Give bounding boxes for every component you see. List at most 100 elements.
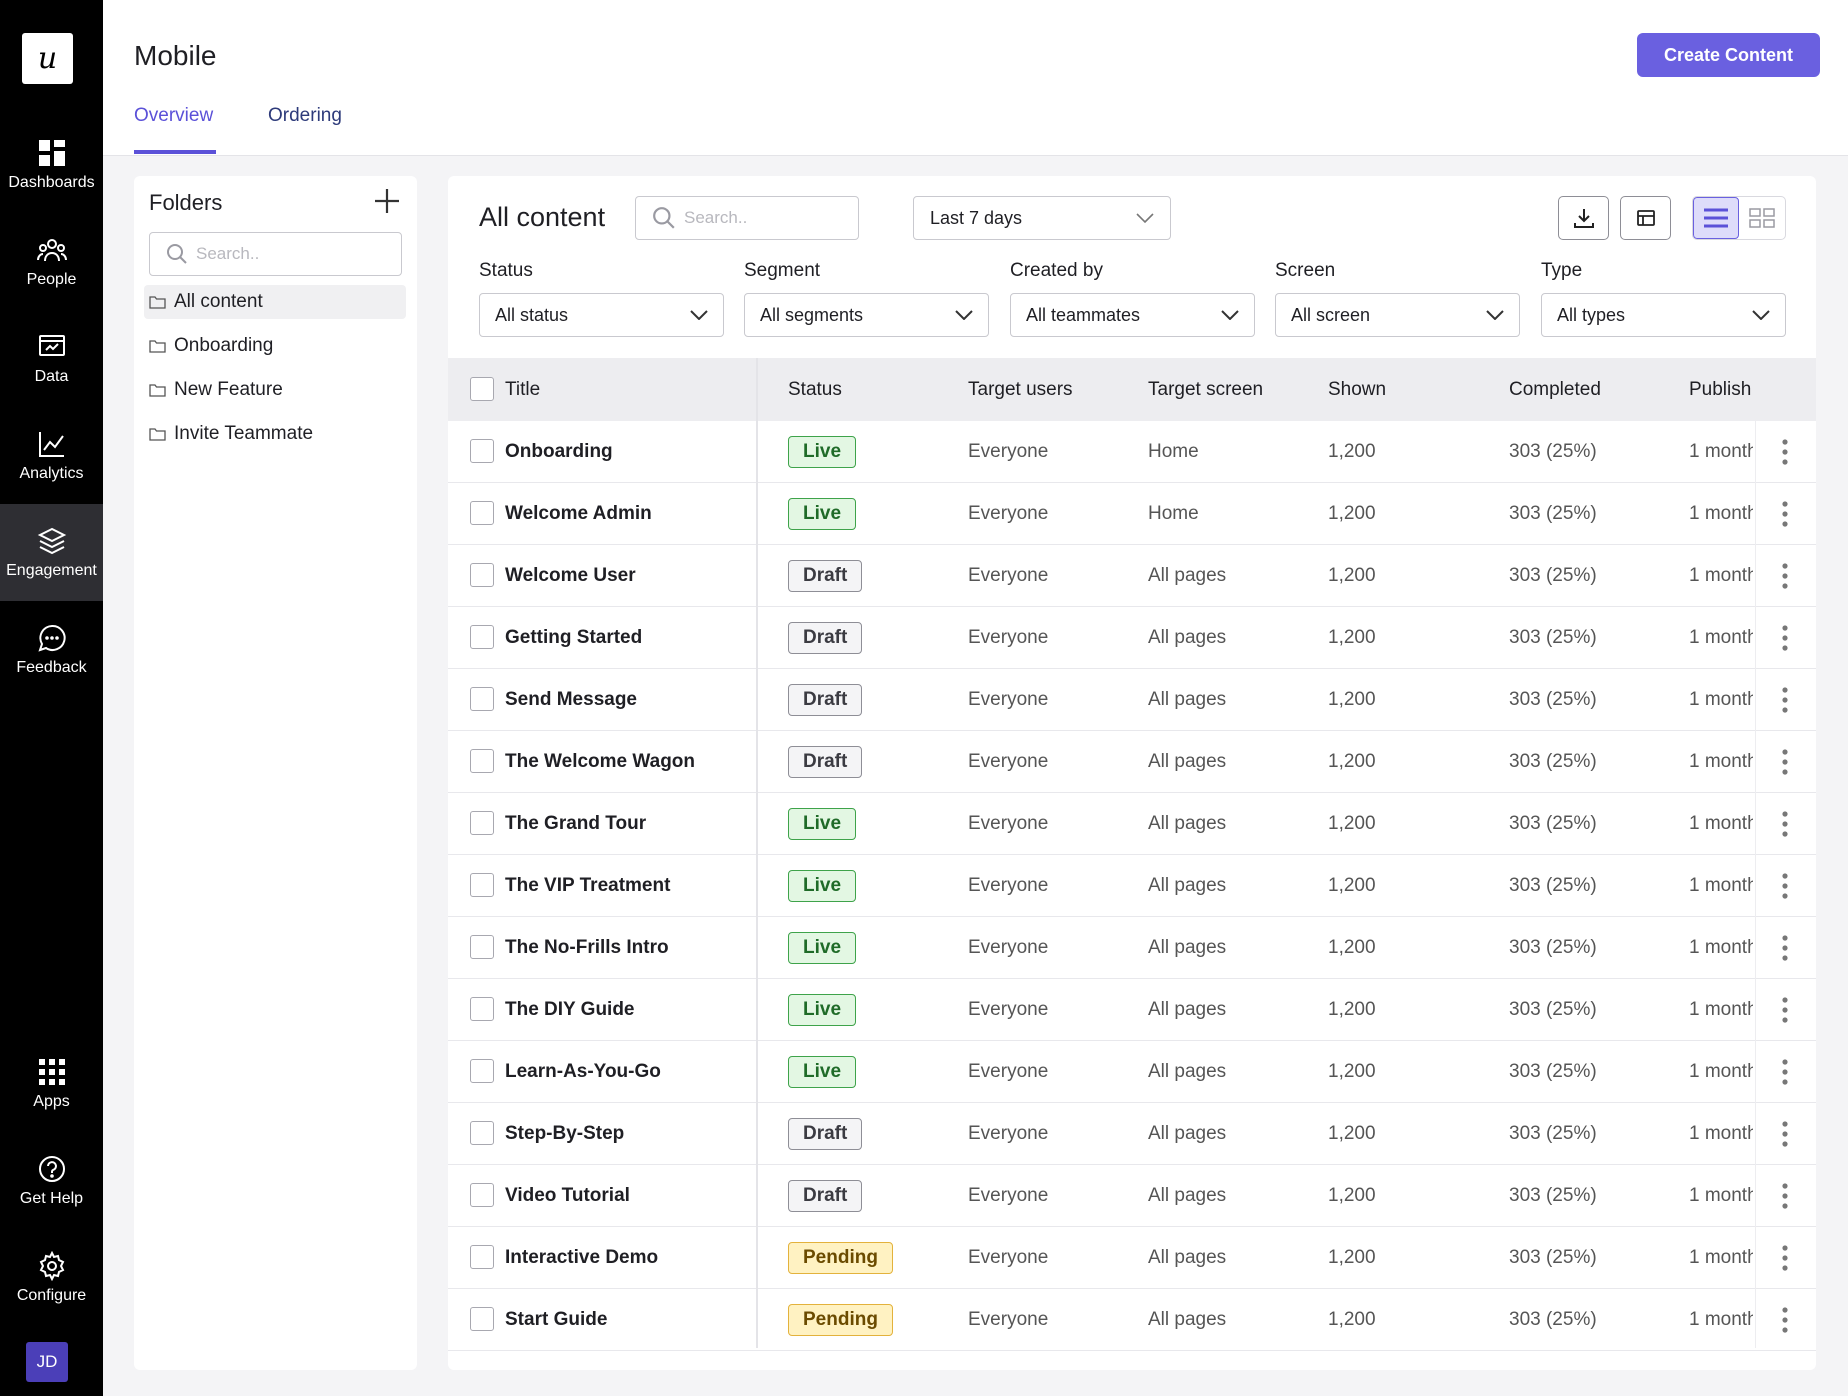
table-row[interactable]: Getting Started Draft Everyone All pages 1,2… xyxy=(448,607,1816,669)
date-range-select[interactable]: Last 7 days xyxy=(913,196,1171,240)
nav-item-get-help[interactable]: Get Help xyxy=(0,1132,103,1229)
table-row[interactable]: Welcome Admin Live Everyone Home 1,200 303 (2… xyxy=(448,483,1816,545)
table-row[interactable]: The VIP Treatment Live Everyone All pages 1,… xyxy=(448,855,1816,917)
column-header-publish[interactable]: Publish xyxy=(1689,378,1752,400)
column-header-shown[interactable]: Shown xyxy=(1328,378,1387,400)
table-row[interactable]: Step-By-Step Draft Everyone All pages 1,200 3… xyxy=(448,1103,1816,1165)
folder-item-invite-teammate[interactable]: Invite Teammate xyxy=(144,417,406,451)
row-checkbox[interactable] xyxy=(470,997,494,1021)
app-logo[interactable]: u xyxy=(22,33,73,84)
nav-item-dashboards[interactable]: Dashboards xyxy=(0,116,103,213)
table-row[interactable]: The Grand Tour Live Everyone All pages 1,200… xyxy=(448,793,1816,855)
row-title[interactable]: The No-Frills Intro xyxy=(505,936,669,958)
more-options-icon[interactable] xyxy=(1770,933,1800,963)
content-search[interactable] xyxy=(635,196,859,240)
row-checkbox[interactable] xyxy=(470,625,494,649)
add-folder-icon[interactable] xyxy=(372,186,402,216)
folder-item-new-feature[interactable]: New Feature xyxy=(144,373,406,407)
row-title[interactable]: The DIY Guide xyxy=(505,998,635,1020)
more-options-icon[interactable] xyxy=(1770,1305,1800,1335)
nav-item-configure[interactable]: Configure xyxy=(0,1229,103,1326)
more-options-icon[interactable] xyxy=(1770,623,1800,653)
row-title[interactable]: Getting Started xyxy=(505,626,643,648)
nav-item-feedback[interactable]: Feedback xyxy=(0,601,103,698)
nav-item-data[interactable]: Data xyxy=(0,310,103,407)
row-title[interactable]: Welcome Admin xyxy=(505,502,652,524)
column-header-title[interactable]: Title xyxy=(505,378,541,400)
folder-item-all-content[interactable]: All content xyxy=(144,285,406,319)
nav-item-analytics[interactable]: Analytics xyxy=(0,407,103,504)
row-title[interactable]: The Grand Tour xyxy=(505,812,647,834)
download-button[interactable] xyxy=(1558,196,1609,240)
more-options-icon[interactable] xyxy=(1770,1057,1800,1087)
created-by-filter-select[interactable]: All teammates xyxy=(1010,293,1255,337)
tab-ordering[interactable]: Ordering xyxy=(268,105,342,126)
more-options-icon[interactable] xyxy=(1770,1181,1800,1211)
nav-item-people[interactable]: People xyxy=(0,213,103,310)
columns-button[interactable] xyxy=(1620,196,1671,240)
avatar[interactable]: JD xyxy=(26,1342,68,1382)
table-row[interactable]: Start Guide Pending Everyone All pages 1,200… xyxy=(448,1289,1816,1351)
row-title[interactable]: Interactive Demo xyxy=(505,1246,659,1268)
segment-filter-select[interactable]: All segments xyxy=(744,293,989,337)
row-title[interactable]: Step-By-Step xyxy=(505,1122,625,1144)
row-title[interactable]: Send Message xyxy=(505,688,637,710)
row-title[interactable]: Learn-As-You-Go xyxy=(505,1060,661,1082)
column-header-target-screen[interactable]: Target screen xyxy=(1148,378,1264,400)
row-title[interactable]: Welcome User xyxy=(505,564,636,586)
row-checkbox[interactable] xyxy=(470,687,494,711)
row-title[interactable]: Start Guide xyxy=(505,1308,608,1330)
more-options-icon[interactable] xyxy=(1770,561,1800,591)
more-options-icon[interactable] xyxy=(1770,871,1800,901)
row-checkbox[interactable] xyxy=(470,811,494,835)
row-checkbox[interactable] xyxy=(470,1059,494,1083)
more-options-icon[interactable] xyxy=(1770,1243,1800,1273)
row-checkbox[interactable] xyxy=(470,935,494,959)
table-row[interactable]: The No-Frills Intro Live Everyone All pages… xyxy=(448,917,1816,979)
table-row[interactable]: Welcome User Draft Everyone All pages 1,200 3… xyxy=(448,545,1816,607)
more-options-icon[interactable] xyxy=(1770,809,1800,839)
row-checkbox[interactable] xyxy=(470,563,494,587)
table-row[interactable]: Onboarding Live Everyone Home 1,200 303 (25%)… xyxy=(448,421,1816,483)
type-filter-select[interactable]: All types xyxy=(1541,293,1786,337)
row-checkbox[interactable] xyxy=(470,749,494,773)
content-search-input[interactable] xyxy=(684,208,844,228)
table-row[interactable]: Video Tutorial Draft Everyone All pages 1,20… xyxy=(448,1165,1816,1227)
more-options-icon[interactable] xyxy=(1770,499,1800,529)
more-options-icon[interactable] xyxy=(1770,747,1800,777)
column-header-completed[interactable]: Completed xyxy=(1509,378,1601,400)
more-options-icon[interactable] xyxy=(1770,995,1800,1025)
row-checkbox[interactable] xyxy=(470,1307,494,1331)
screen-filter-select[interactable]: All screen xyxy=(1275,293,1520,337)
list-view-button[interactable] xyxy=(1693,197,1740,239)
row-checkbox[interactable] xyxy=(470,439,494,463)
row-title[interactable]: Video Tutorial xyxy=(505,1184,630,1206)
folder-search[interactable] xyxy=(149,232,402,276)
row-title[interactable]: Onboarding xyxy=(505,440,613,462)
row-checkbox[interactable] xyxy=(470,1121,494,1145)
table-row[interactable]: Send Message Draft Everyone All pages 1,200 3… xyxy=(448,669,1816,731)
folder-item-onboarding[interactable]: Onboarding xyxy=(144,329,406,363)
row-checkbox[interactable] xyxy=(470,873,494,897)
table-row[interactable]: The Welcome Wagon Draft Everyone All pages 1… xyxy=(448,731,1816,793)
nav-item-apps[interactable]: Apps xyxy=(0,1035,103,1132)
grid-view-button[interactable] xyxy=(1739,197,1785,239)
column-header-status[interactable]: Status xyxy=(788,378,842,400)
more-options-icon[interactable] xyxy=(1770,1119,1800,1149)
nav-item-engagement[interactable]: Engagement xyxy=(0,504,103,601)
select-all-checkbox[interactable] xyxy=(470,377,494,401)
more-options-icon[interactable] xyxy=(1770,437,1800,467)
row-checkbox[interactable] xyxy=(470,1245,494,1269)
tab-overview[interactable]: Overview xyxy=(134,105,214,126)
table-row[interactable]: Learn-As-You-Go Live Everyone All pages 1,20… xyxy=(448,1041,1816,1103)
row-checkbox[interactable] xyxy=(470,1183,494,1207)
row-title[interactable]: The VIP Treatment xyxy=(505,874,671,896)
row-title[interactable]: The Welcome Wagon xyxy=(505,750,696,772)
table-row[interactable]: The DIY Guide Live Everyone All pages 1,200 3… xyxy=(448,979,1816,1041)
create-content-button[interactable]: Create Content xyxy=(1637,33,1820,77)
status-filter-select[interactable]: All status xyxy=(479,293,724,337)
more-options-icon[interactable] xyxy=(1770,685,1800,715)
table-row[interactable]: Interactive Demo Pending Everyone All pages… xyxy=(448,1227,1816,1289)
row-checkbox[interactable] xyxy=(470,501,494,525)
folder-search-input[interactable] xyxy=(196,244,386,264)
